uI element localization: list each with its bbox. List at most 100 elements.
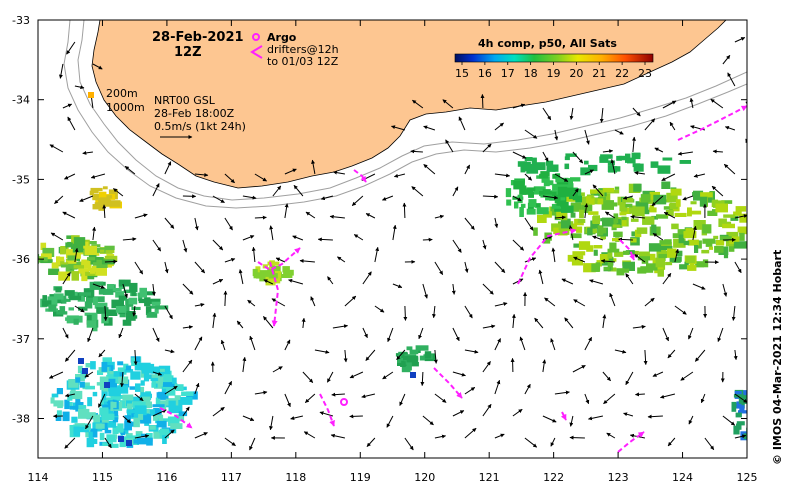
sst-pixel [180,397,192,405]
sst-pixel [425,351,431,358]
current-vector [760,79,765,87]
sst-pixel [65,290,75,296]
isobath-label-200m: 200m [106,87,138,100]
sst-pixel [152,302,160,306]
current-vector [635,394,645,395]
sst-pixel [602,200,614,210]
lon-tick-label: 125 [737,471,758,484]
sst-pixel [649,243,661,251]
sst-pixel [139,288,147,298]
sst-pixel [598,198,604,204]
lon-tick-label: 114 [28,471,49,484]
sst-pixel [61,265,69,268]
isobath-label-1000m: 1000m [106,101,145,114]
sst-pixel [126,366,131,371]
sst-pixel [608,166,617,173]
colorbar-tick-label: 22 [615,67,629,80]
sst-pixel [594,250,598,256]
sst-pixel [608,249,620,253]
current-vector [765,27,767,42]
sst-pixel [724,252,728,258]
sst-pixel [600,154,613,159]
sst-pixel [85,386,95,390]
map-time-title: 12Z [174,45,202,60]
sst-pixel [102,414,115,420]
sst-pixel [658,254,667,258]
sst-pixel [665,262,672,265]
current-vector [105,261,117,262]
sst-pixel [588,211,598,215]
map-date-title: 28-Feb-2021 [152,30,244,45]
sst-pixel [137,363,141,371]
sst-pixel [702,224,711,233]
current-vector [350,416,363,417]
current-vector [765,262,768,276]
sst-pixel [80,382,85,388]
sst-pixel [48,269,59,275]
imos-credit: © IMOS 04-Mar-2021 12:34 Hobart [771,250,784,465]
sst-pixel [723,214,735,217]
sst-pixel [658,269,665,276]
sst-pixel [63,412,70,422]
current-vector [753,372,768,376]
sst-pixel [586,196,591,203]
vector-scale-label: 0.5m/s (1kt 24h) [154,120,246,133]
sst-pixel [113,288,122,291]
sst-pixel [748,426,759,434]
sst-pixel [64,400,69,409]
sst-pixel [144,372,149,381]
sst-pixel [56,311,67,314]
sst-pixel [560,204,566,207]
sst-pixel [622,220,627,226]
sst-pixel [410,350,419,355]
sst-pixel [732,402,737,412]
sst-pixel [131,290,136,297]
sst-pixel [614,213,619,223]
lon-tick-label: 120 [414,471,435,484]
current-vector [423,240,432,241]
sst-pixel [120,314,126,317]
sst-pixel [117,423,123,432]
sst-pixel [96,307,108,314]
sst-pixel [74,265,84,268]
sst-pixel [122,395,133,401]
sst-pixel [42,295,47,300]
lat-tick-label: -37 [12,333,30,346]
sst-pixel [149,312,155,317]
sst-pixel [57,388,63,394]
sst-pixel [608,160,615,165]
sst-pixel [73,244,83,253]
sst-pixel [634,164,644,172]
sst-pixel [52,262,59,268]
sst-pixel [561,197,566,200]
sst-pixel [72,271,80,281]
sst-pixel [181,392,193,397]
sst-pixel [594,245,603,249]
sst-pixel [268,262,280,266]
sst-pixel [667,249,677,258]
sst-pixel [285,270,294,276]
sst-pixel [59,257,65,262]
sst-pixel [157,421,167,428]
sst-pixel [560,216,567,220]
sst-pixel [119,280,131,287]
current-vector [765,164,771,174]
sst-pixel [632,153,641,160]
sst-pixel [565,156,570,160]
sst-pixel [123,320,132,326]
sst-pixel [521,204,526,208]
sst-pixel [601,236,606,239]
sst-pixel [144,297,150,306]
sst-pixel [176,384,184,391]
sst-pixel [65,242,73,247]
sst-pixel [99,192,107,198]
sst-pixel [744,433,752,439]
lon-tick-label: 122 [543,471,564,484]
sst-pixel [608,253,613,259]
sst-pixel [67,255,76,260]
current-vector [482,94,483,108]
sst-pixel [637,227,648,234]
sst-pixel [506,188,511,197]
current-vector [255,217,267,218]
sst-pixel [747,222,760,229]
